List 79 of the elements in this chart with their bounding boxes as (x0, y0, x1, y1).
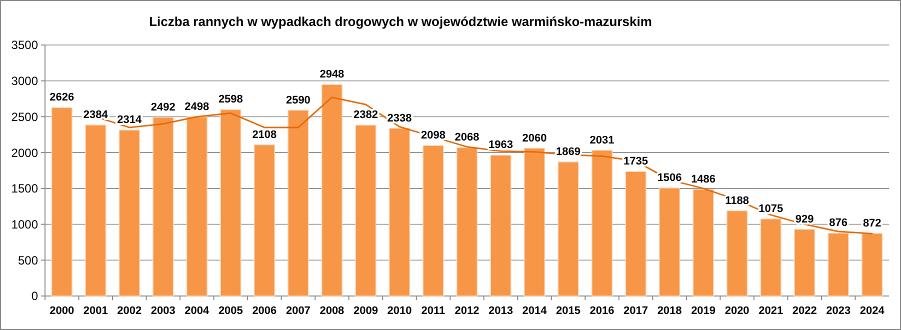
x-tick-label: 2015 (556, 305, 581, 317)
data-label: 2314 (117, 114, 143, 126)
bar (760, 218, 782, 296)
chart-title: Liczba rannych w wypadkach drogowych w województwie warmińsko-mazurskim (149, 14, 652, 29)
data-label: 2338 (387, 112, 412, 124)
x-tick-label: 2018 (657, 305, 682, 317)
bar (220, 109, 242, 296)
x-tick-label: 2007 (286, 305, 310, 317)
x-tick-label: 2014 (522, 305, 548, 317)
x-tick-label: 2005 (218, 305, 243, 317)
bar (558, 162, 579, 296)
y-tick-label: 500 (18, 253, 38, 268)
x-tick-label: 2000 (50, 305, 74, 317)
data-label: 2031 (590, 134, 614, 146)
bar (355, 124, 376, 296)
y-tick-label: 1500 (11, 182, 38, 196)
data-label: 2598 (218, 94, 243, 106)
x-tick-label: 2022 (792, 305, 817, 317)
data-label: 2948 (320, 68, 344, 81)
data-label: 2060 (522, 132, 547, 144)
data-label: 1075 (758, 202, 784, 215)
x-tick-label: 2017 (624, 305, 648, 317)
bar (254, 144, 275, 296)
bar (422, 145, 444, 296)
data-label: 2384 (83, 109, 109, 122)
data-label: 2068 (454, 132, 480, 144)
x-tick-label: 2009 (353, 305, 378, 317)
y-tick-label: 3500 (11, 38, 38, 52)
x-tick-label: 2003 (150, 305, 176, 317)
x-tick-label: 2010 (387, 305, 412, 317)
x-tick-label: 2011 (421, 305, 446, 317)
bar (186, 116, 208, 296)
bar (794, 228, 816, 296)
x-tick-label: 2021 (758, 305, 784, 317)
bar (51, 107, 72, 296)
bar (288, 110, 309, 296)
data-label: 2498 (184, 100, 210, 113)
data-label: 2108 (252, 128, 277, 141)
bar (524, 148, 546, 296)
data-label: 2492 (150, 101, 176, 114)
data-label: 929 (795, 213, 814, 226)
bar (456, 147, 478, 296)
bar (828, 232, 849, 296)
y-tick-label: 3000 (11, 74, 38, 88)
data-label: 2590 (286, 94, 310, 106)
x-tick-label: 2012 (454, 305, 480, 317)
bar (152, 116, 174, 296)
data-label: 872 (862, 217, 882, 230)
y-tick-label: 1000 (11, 217, 38, 232)
bar (321, 84, 342, 296)
bar (490, 154, 512, 296)
y-tick-label: 2500 (11, 110, 38, 124)
bar (692, 189, 714, 296)
y-tick-label: 0 (31, 289, 38, 304)
x-tick-label: 2001 (83, 305, 108, 317)
bar (388, 128, 410, 296)
x-tick-label: 2024 (860, 305, 886, 317)
x-tick-label: 2016 (590, 305, 614, 317)
x-tick-label: 2019 (691, 305, 716, 317)
data-label: 876 (829, 217, 848, 230)
data-label: 1963 (488, 139, 513, 152)
x-tick-label: 2023 (826, 305, 851, 317)
bar (625, 171, 646, 296)
x-tick-label: 2002 (117, 305, 142, 317)
x-tick-label: 2006 (252, 305, 277, 317)
y-tick-label: 2000 (11, 146, 38, 160)
x-tick-label: 2004 (184, 305, 210, 317)
bar (85, 124, 106, 296)
bar (726, 210, 748, 296)
bar (659, 188, 680, 296)
data-label: 1486 (691, 173, 716, 186)
data-label: 2626 (50, 92, 74, 104)
x-tick-label: 2008 (320, 305, 344, 317)
x-tick-label: 2013 (488, 305, 513, 317)
data-label: 2382 (353, 109, 378, 122)
bar (862, 233, 883, 296)
bar (592, 150, 613, 296)
bar (118, 130, 140, 296)
x-tick-label: 2020 (724, 305, 750, 317)
